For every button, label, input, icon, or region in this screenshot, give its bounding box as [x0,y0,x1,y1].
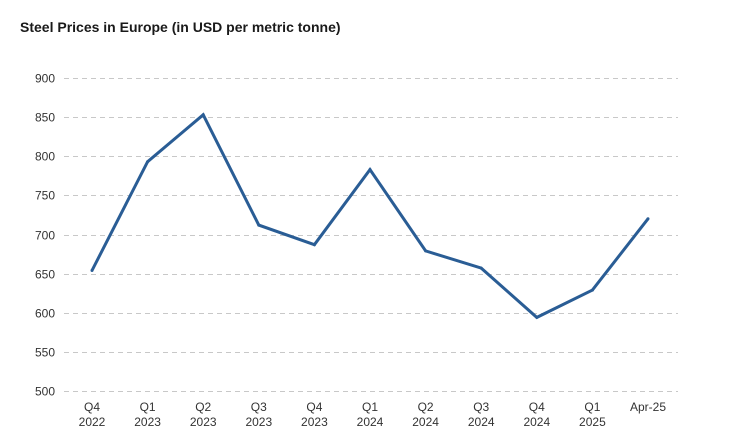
data-point [424,249,428,253]
y-tick-label: 600 [35,307,55,321]
chart-title: Steel Prices in Europe (in USD per metri… [20,19,341,35]
y-tick-label: 850 [35,111,55,125]
data-point [368,168,372,172]
x-tick-label: Apr-25 [630,400,666,414]
x-tick-label: Q2 2024 [412,400,439,429]
data-point [90,269,94,272]
data-point [646,217,650,221]
x-tick-label: Q3 2023 [245,400,272,429]
x-tick-label: Q4 2024 [523,400,550,429]
x-tick-label: Q1 2024 [357,400,384,429]
y-tick-label: 500 [35,385,55,399]
data-point [146,160,150,164]
x-tick-label: Q1 2025 [579,400,606,429]
data-point [201,113,205,117]
y-tick-label: 700 [35,229,55,243]
x-tick-label: Q4 2023 [301,400,328,429]
y-tick-label: 550 [35,346,55,360]
x-tick-label: Q4 2022 [79,400,106,429]
data-point [312,243,316,247]
data-point [479,266,483,270]
y-tick-label: 750 [35,189,55,203]
y-tick-label: 800 [35,150,55,164]
grid-lines [64,78,678,392]
data-point [257,223,261,227]
x-tick-label: Q3 2024 [468,400,495,429]
data-point [590,288,594,292]
data-point [535,315,539,319]
x-tick-label: Q2 2023 [190,400,217,429]
y-tick-label: 650 [35,268,55,282]
x-axis: Q4 2022 Q1 2023 Q2 2023 Q3 2023 Q4 2023 Q1 2024 Q2 20… [79,400,667,429]
series-layer [90,112,650,320]
y-axis: 500 550 600 650 700 750 800 850 900 [35,72,55,399]
series-line-0 [90,112,650,320]
y-tick-label: 900 [35,72,55,86]
x-tick-label: Q1 2023 [134,400,161,429]
